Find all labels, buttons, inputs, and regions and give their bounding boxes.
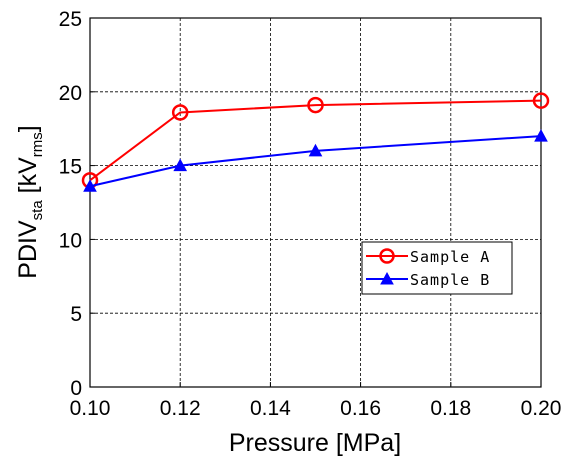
plot-frame <box>89 17 542 388</box>
y-axis-label-unit-open: [kV <box>14 157 42 200</box>
x-axis-label: Pressure [MPa] <box>229 429 401 457</box>
y-tick-label: 5 <box>70 303 82 326</box>
x-tick-label: 0.20 <box>521 397 562 420</box>
y-axis-label-unit-sub: rms <box>29 132 46 157</box>
y-tick-label: 20 <box>59 82 82 105</box>
y-tick-label: 10 <box>59 229 82 252</box>
x-tick-label: 0.12 <box>160 397 201 420</box>
y-axis-label-main: PDIV <box>14 220 42 279</box>
y-axis-ticks: 0 5 10 15 20 25 <box>59 8 95 400</box>
series-layer <box>81 92 550 192</box>
y-tick-label: 15 <box>59 156 82 179</box>
y-axis-label: PDIVsta [kVrms] <box>14 125 46 278</box>
legend: Sample A Sample B <box>361 241 513 295</box>
data-point-sample-b <box>173 158 188 172</box>
data-point-sample-b <box>308 143 323 157</box>
data-point-sample-a <box>532 92 550 109</box>
data-point-sample-b <box>83 179 97 192</box>
y-tick-label: 25 <box>59 8 82 31</box>
x-tick-label: 0.16 <box>340 397 381 420</box>
legend-marker-sample-b <box>380 271 394 285</box>
y-axis-label-unit-close: ] <box>14 125 42 132</box>
data-point-sample-a <box>171 104 189 121</box>
data-point-sample-a <box>307 96 324 114</box>
y-axis-label-main-sub: sta <box>29 200 46 221</box>
x-tick-label: 0.18 <box>430 397 471 420</box>
x-tick-label: 0.14 <box>250 397 291 420</box>
legend-marker-sample-a <box>379 248 395 264</box>
data-point-sample-b <box>534 129 548 142</box>
x-tick-label: 0.10 <box>70 397 111 420</box>
legend-label-sample-a: Sample A <box>410 248 490 266</box>
series-line-sample-a <box>89 99 542 182</box>
x-axis-ticks: 0.10 0.12 0.14 0.16 0.18 0.20 <box>70 382 562 420</box>
series-line-sample-b <box>89 135 542 188</box>
legend-label-sample-b: Sample B <box>410 271 490 289</box>
y-tick-label: 0 <box>70 377 82 400</box>
grid <box>90 18 541 387</box>
